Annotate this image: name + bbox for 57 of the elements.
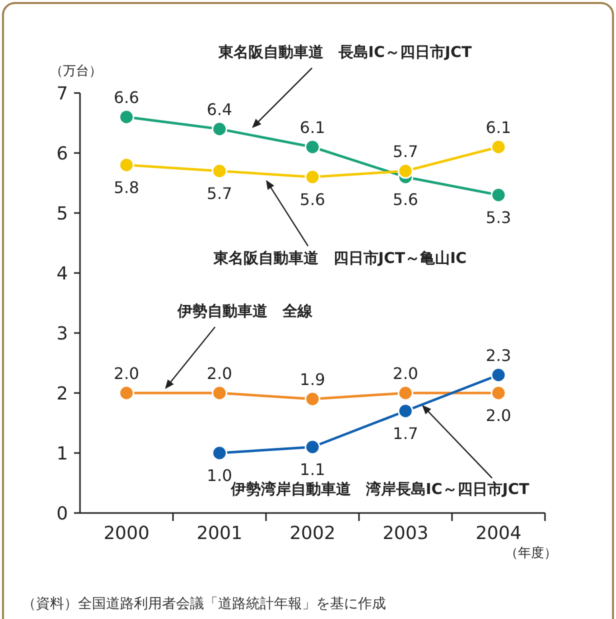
point [118, 385, 134, 401]
point [398, 385, 414, 401]
point [212, 163, 228, 179]
data-label: 2.0 [114, 364, 140, 383]
data-label: 6.1 [486, 118, 512, 137]
data-label: 1.7 [392, 424, 418, 443]
y-tick-label: 1 [56, 443, 68, 464]
point [490, 385, 506, 401]
point [118, 109, 134, 125]
y-axis-title: （万台） [50, 64, 102, 79]
data-label: 5.6 [300, 190, 326, 209]
data-label: 2.3 [486, 346, 512, 365]
y-tick-label: 0 [56, 503, 68, 524]
data-label: 5.8 [114, 178, 140, 197]
y-tick-label: 7 [56, 83, 68, 104]
data-label: 5.6 [392, 190, 418, 209]
point [212, 121, 228, 137]
point [212, 385, 228, 401]
point [118, 157, 134, 173]
x-tick-label: 2004 [476, 523, 522, 544]
point [304, 169, 320, 185]
data-label: 6.4 [206, 100, 232, 119]
x-tick-label: 2001 [196, 523, 242, 544]
data-label: 2.0 [206, 364, 232, 383]
point [304, 139, 320, 155]
y-tick-label: 4 [56, 263, 68, 284]
point [398, 163, 414, 179]
x-axis-title: （年度） [505, 545, 557, 561]
data-label: 6.1 [300, 118, 326, 137]
point [490, 139, 506, 155]
data-label: 5.3 [486, 208, 512, 227]
point [304, 439, 320, 455]
y-tick-label: 3 [56, 323, 68, 344]
data-label: 5.7 [206, 184, 232, 203]
data-label: 6.6 [114, 88, 140, 107]
data-label: 5.7 [392, 142, 418, 161]
text: 伊勢自動車道 全線 [176, 302, 314, 320]
data-label: 1.1 [300, 460, 326, 479]
data-label: 1.0 [206, 466, 232, 485]
data-label: 1.9 [300, 370, 326, 389]
point [490, 367, 506, 383]
x-tick-label: 2000 [104, 523, 150, 544]
y-tick-label: 2 [56, 383, 68, 404]
text: 東名阪自動車道 長島IC～四日市JCT [217, 43, 472, 61]
point [490, 187, 506, 203]
y-tick-label: 5 [56, 203, 68, 224]
x-tick-label: 2002 [290, 523, 336, 544]
data-label: 2.0 [486, 406, 512, 425]
y-tick-label: 6 [56, 143, 68, 164]
series-label: 伊勢湾岸自動車道 湾岸長島IC～四日市JCT [230, 480, 530, 498]
data-label: 2.0 [392, 364, 418, 383]
point [212, 445, 228, 461]
text: 東名阪自動車道 四日市JCT～亀山IC [212, 249, 467, 267]
x-tick-label: 2003 [382, 523, 428, 544]
point [304, 391, 320, 407]
point [398, 403, 414, 419]
text: （資料）全国道路利用者会議「道路統計年報」を基に作成 [22, 596, 386, 612]
